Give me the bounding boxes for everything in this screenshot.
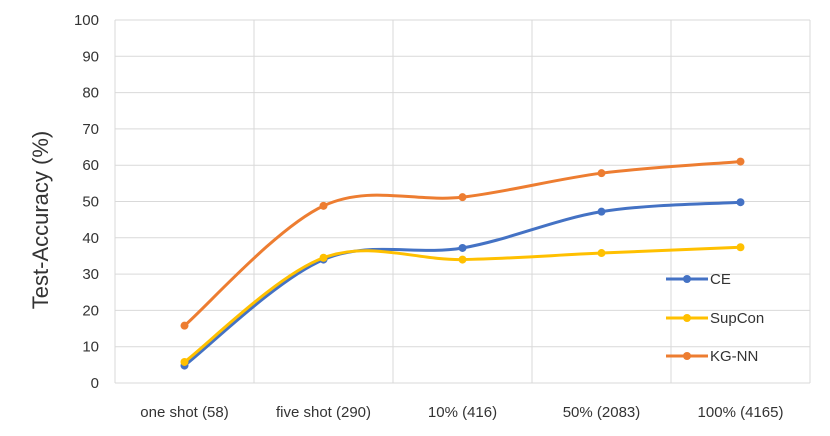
legend-label-ce: CE: [710, 271, 731, 288]
data-point-supcon: [458, 255, 467, 264]
data-point-kg-nn: [597, 169, 606, 178]
legend-label-kg-nn: KG-NN: [710, 348, 758, 365]
data-point-kg-nn: [736, 157, 745, 166]
data-point-supcon: [597, 249, 606, 258]
y-tick-label: 40: [82, 230, 99, 247]
y-tick-label: 0: [91, 375, 99, 392]
data-point-supcon: [736, 243, 745, 252]
y-tick-label: 80: [82, 85, 99, 102]
chart-grid: [114, 19, 811, 384]
y-axis-ticks: 0 10 20 30 40 50 60 70 80 90 100: [74, 12, 99, 392]
x-tick-label: 50% (2083): [563, 404, 641, 421]
y-tick-label: 20: [82, 302, 99, 319]
data-point-kg-nn: [458, 193, 467, 202]
chart-legend: CE SupCon KG-NN: [666, 271, 764, 365]
y-axis-label: Test-Accuracy (%): [28, 131, 53, 309]
data-point-ce: [597, 207, 606, 216]
x-tick-label: 100% (4165): [698, 404, 784, 421]
y-tick-label: 60: [82, 157, 99, 174]
y-tick-label: 70: [82, 121, 99, 138]
series-line-supcon: [183, 245, 742, 364]
series-line-kg-nn: [183, 160, 742, 328]
legend-label-supcon: SupCon: [710, 310, 764, 327]
y-tick-label: 30: [82, 266, 99, 283]
data-point-ce: [736, 198, 745, 207]
y-tick-label: 10: [82, 339, 99, 356]
data-point-kg-nn: [180, 321, 189, 330]
chart-series: [180, 157, 745, 370]
y-tick-label: 50: [82, 194, 99, 211]
y-tick-label: 90: [82, 48, 99, 65]
x-axis-ticks: one shot (58) five shot (290) 10% (416) 50%…: [140, 404, 783, 421]
x-tick-label: one shot (58): [140, 404, 228, 421]
legend-marker-ce: [683, 275, 691, 283]
data-point-kg-nn: [319, 201, 328, 210]
y-tick-label: 100: [74, 12, 99, 29]
data-point-supcon: [180, 357, 189, 366]
legend-marker-supcon: [683, 314, 691, 322]
x-tick-label: 10% (416): [428, 404, 497, 421]
data-point-supcon: [319, 253, 328, 262]
data-point-ce: [458, 243, 467, 252]
x-tick-label: five shot (290): [276, 404, 371, 421]
legend-marker-kg-nn: [683, 352, 691, 360]
series-line-ce: [183, 200, 742, 368]
